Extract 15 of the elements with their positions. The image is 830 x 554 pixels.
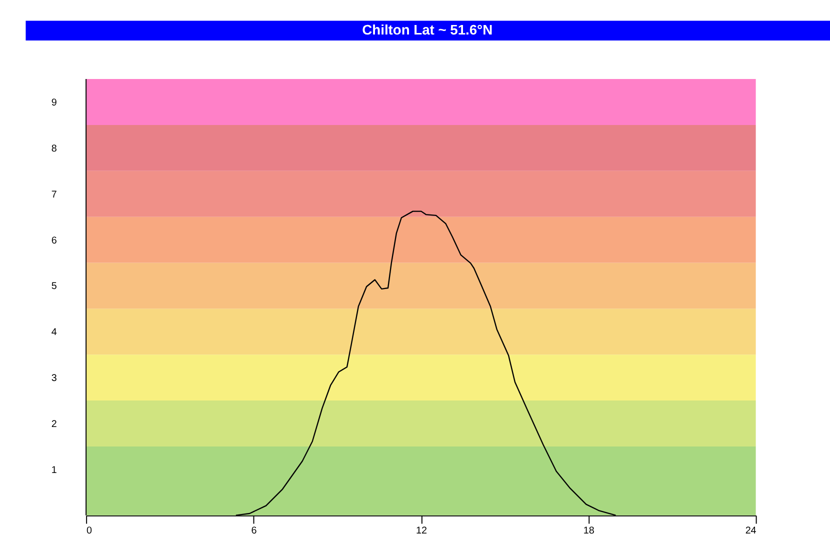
x-tick-label: 24	[745, 526, 757, 537]
chart-title: Chilton Lat ~ 51.6°N	[362, 22, 493, 38]
x-tick-label: 18	[583, 526, 595, 537]
y-tick-label: 3	[51, 373, 58, 384]
y-tick-label: 4	[51, 327, 58, 338]
x-tick-label: 12	[416, 526, 427, 537]
y-tick-label: 5	[51, 281, 58, 292]
y-tick-label: 2	[51, 418, 57, 430]
x-tick-label: 0	[86, 526, 93, 537]
y-tick-label: 8	[51, 143, 58, 154]
y-tick-label: 7	[51, 189, 57, 200]
x-tick-label: 6	[251, 526, 258, 537]
y-tick-label: 1	[51, 464, 58, 476]
y-tick-label: 9	[51, 97, 58, 108]
y-tick-label: 6	[51, 235, 58, 246]
